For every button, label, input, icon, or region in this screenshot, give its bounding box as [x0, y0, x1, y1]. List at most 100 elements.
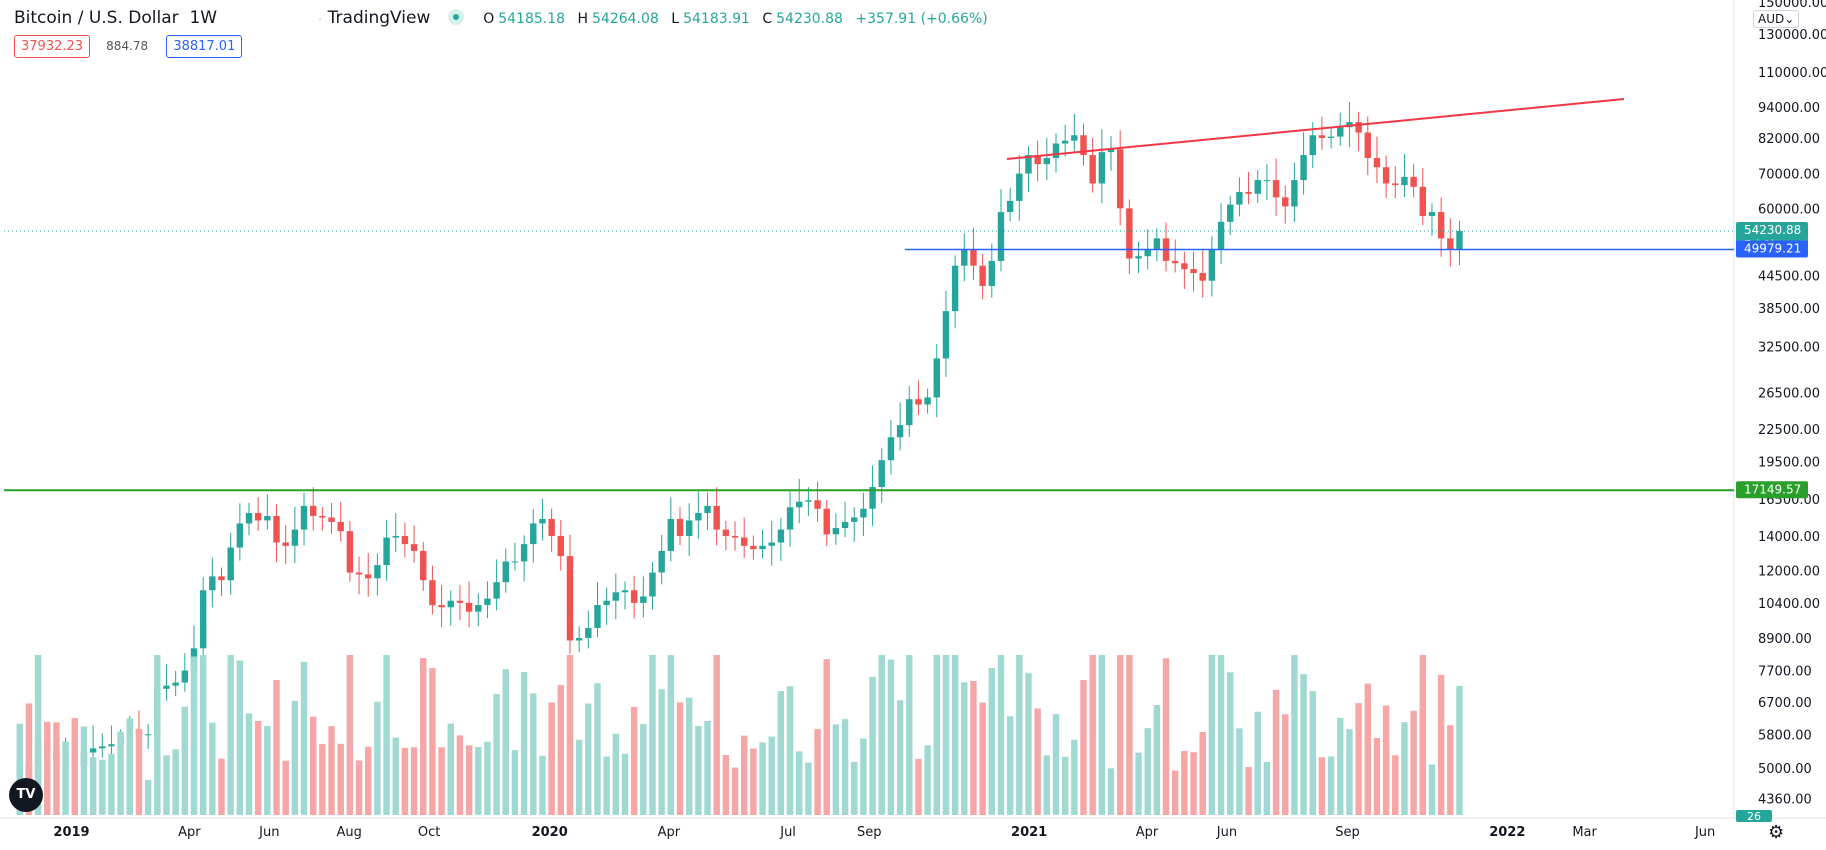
tradingview-logo-icon[interactable]: TV [9, 778, 43, 812]
candle-body [841, 521, 849, 529]
candle-body [548, 518, 555, 536]
volume-bar [383, 655, 390, 815]
volume-bar [89, 757, 97, 815]
volume-bar [786, 686, 794, 815]
volume-bar [777, 691, 785, 815]
candle-body [676, 518, 684, 536]
volume-bar [594, 683, 601, 815]
candle-body [1116, 149, 1124, 209]
volume-bar [273, 680, 280, 815]
candle-body [374, 565, 381, 579]
y-tick-label: 5800.00 [1758, 728, 1812, 743]
volume-bar [484, 741, 491, 815]
volume-bar [99, 759, 106, 815]
sell-button[interactable]: 37932.23 [14, 35, 91, 58]
y-tick-label: 19500.00 [1758, 455, 1820, 470]
buy-button[interactable]: 38817.01 [166, 35, 243, 58]
candle-body [227, 547, 234, 581]
volume-bar [1346, 729, 1353, 815]
volume-bar [860, 738, 867, 815]
candle-body [346, 531, 354, 573]
volume-bar [16, 723, 23, 815]
volume-bar [1227, 672, 1234, 815]
candle-body [1025, 155, 1032, 174]
candle-body [1364, 132, 1371, 159]
candle-body [1245, 192, 1252, 194]
y-tick-label: 6700.00 [1758, 696, 1812, 711]
volume-bar [365, 746, 372, 815]
volume-bar [300, 662, 308, 815]
candle-body [493, 582, 500, 599]
x-tick-label: Apr [178, 825, 201, 840]
candle-body [438, 605, 445, 608]
candle-body [951, 265, 959, 312]
market-status-icon[interactable] [447, 9, 464, 25]
volume-bar [493, 694, 500, 815]
candle-body [1327, 136, 1335, 138]
candle-body [1456, 231, 1463, 250]
x-tick-label: Aug [337, 825, 362, 840]
candle-body [640, 596, 647, 603]
volume-bar [1392, 755, 1399, 815]
volume-bar [1456, 685, 1463, 815]
volume-bar [1208, 655, 1216, 815]
candle-body [805, 500, 812, 502]
volume-bar [740, 735, 748, 815]
volume-bar [841, 719, 849, 815]
volume-bar [630, 706, 638, 815]
volume-bar [951, 655, 959, 815]
volume-bar [1401, 722, 1408, 815]
candle-body [695, 513, 702, 521]
volume-bar [511, 750, 519, 815]
volume-bar [878, 655, 885, 815]
candle-body [1419, 186, 1427, 216]
candle-body [108, 744, 115, 747]
candle-body [786, 507, 794, 530]
candle-body [1034, 155, 1041, 165]
candle-body [475, 605, 482, 612]
x-tick-label: Sep [857, 825, 882, 840]
symbol-title[interactable]: Bitcoin / U.S. Dollar 1W [14, 8, 217, 28]
x-tick-label: Jun [1216, 825, 1237, 840]
candle-body [860, 508, 867, 518]
volume-bar [1309, 691, 1316, 815]
y-tick-label: 38500.00 [1758, 302, 1820, 317]
volume-bar [823, 659, 830, 815]
volume-bar [410, 747, 418, 815]
candle-body [1171, 260, 1179, 264]
volume-bar [1428, 764, 1436, 815]
volume-bar [759, 742, 766, 815]
close-value: 54230.88 [776, 11, 843, 27]
volume-bar [768, 736, 775, 815]
candle-body [383, 537, 390, 566]
candle-body [722, 529, 730, 536]
candle-body [1153, 238, 1161, 250]
volume-bar [896, 700, 904, 815]
currency-selector[interactable]: AUD⌄ [1753, 10, 1800, 28]
volume-bar [1236, 728, 1243, 815]
candle-body [1447, 238, 1454, 250]
candle-body [768, 542, 775, 546]
volume-bar [1162, 658, 1170, 815]
candle-body [300, 505, 308, 530]
volume-bar [869, 676, 876, 815]
volume-bar [722, 755, 730, 815]
candle-body [979, 265, 986, 286]
candle-body [1337, 127, 1344, 137]
x-tick-label: Jun [1694, 825, 1715, 840]
volume-bar [1034, 708, 1041, 815]
interval-label[interactable]: 1W [189, 8, 218, 28]
open-value: 54185.18 [498, 11, 566, 27]
volume-bar [924, 745, 931, 815]
candle-body [750, 545, 757, 550]
y-tick-label: 8900.00 [1758, 632, 1812, 647]
candle-body [1089, 155, 1096, 184]
candle-body [1355, 122, 1362, 133]
candle-body [1126, 208, 1133, 259]
candle-body [163, 685, 170, 689]
volume-bar [1199, 732, 1206, 815]
candle-body [520, 544, 528, 562]
gear-icon[interactable]: ⚙ [1768, 822, 1785, 843]
